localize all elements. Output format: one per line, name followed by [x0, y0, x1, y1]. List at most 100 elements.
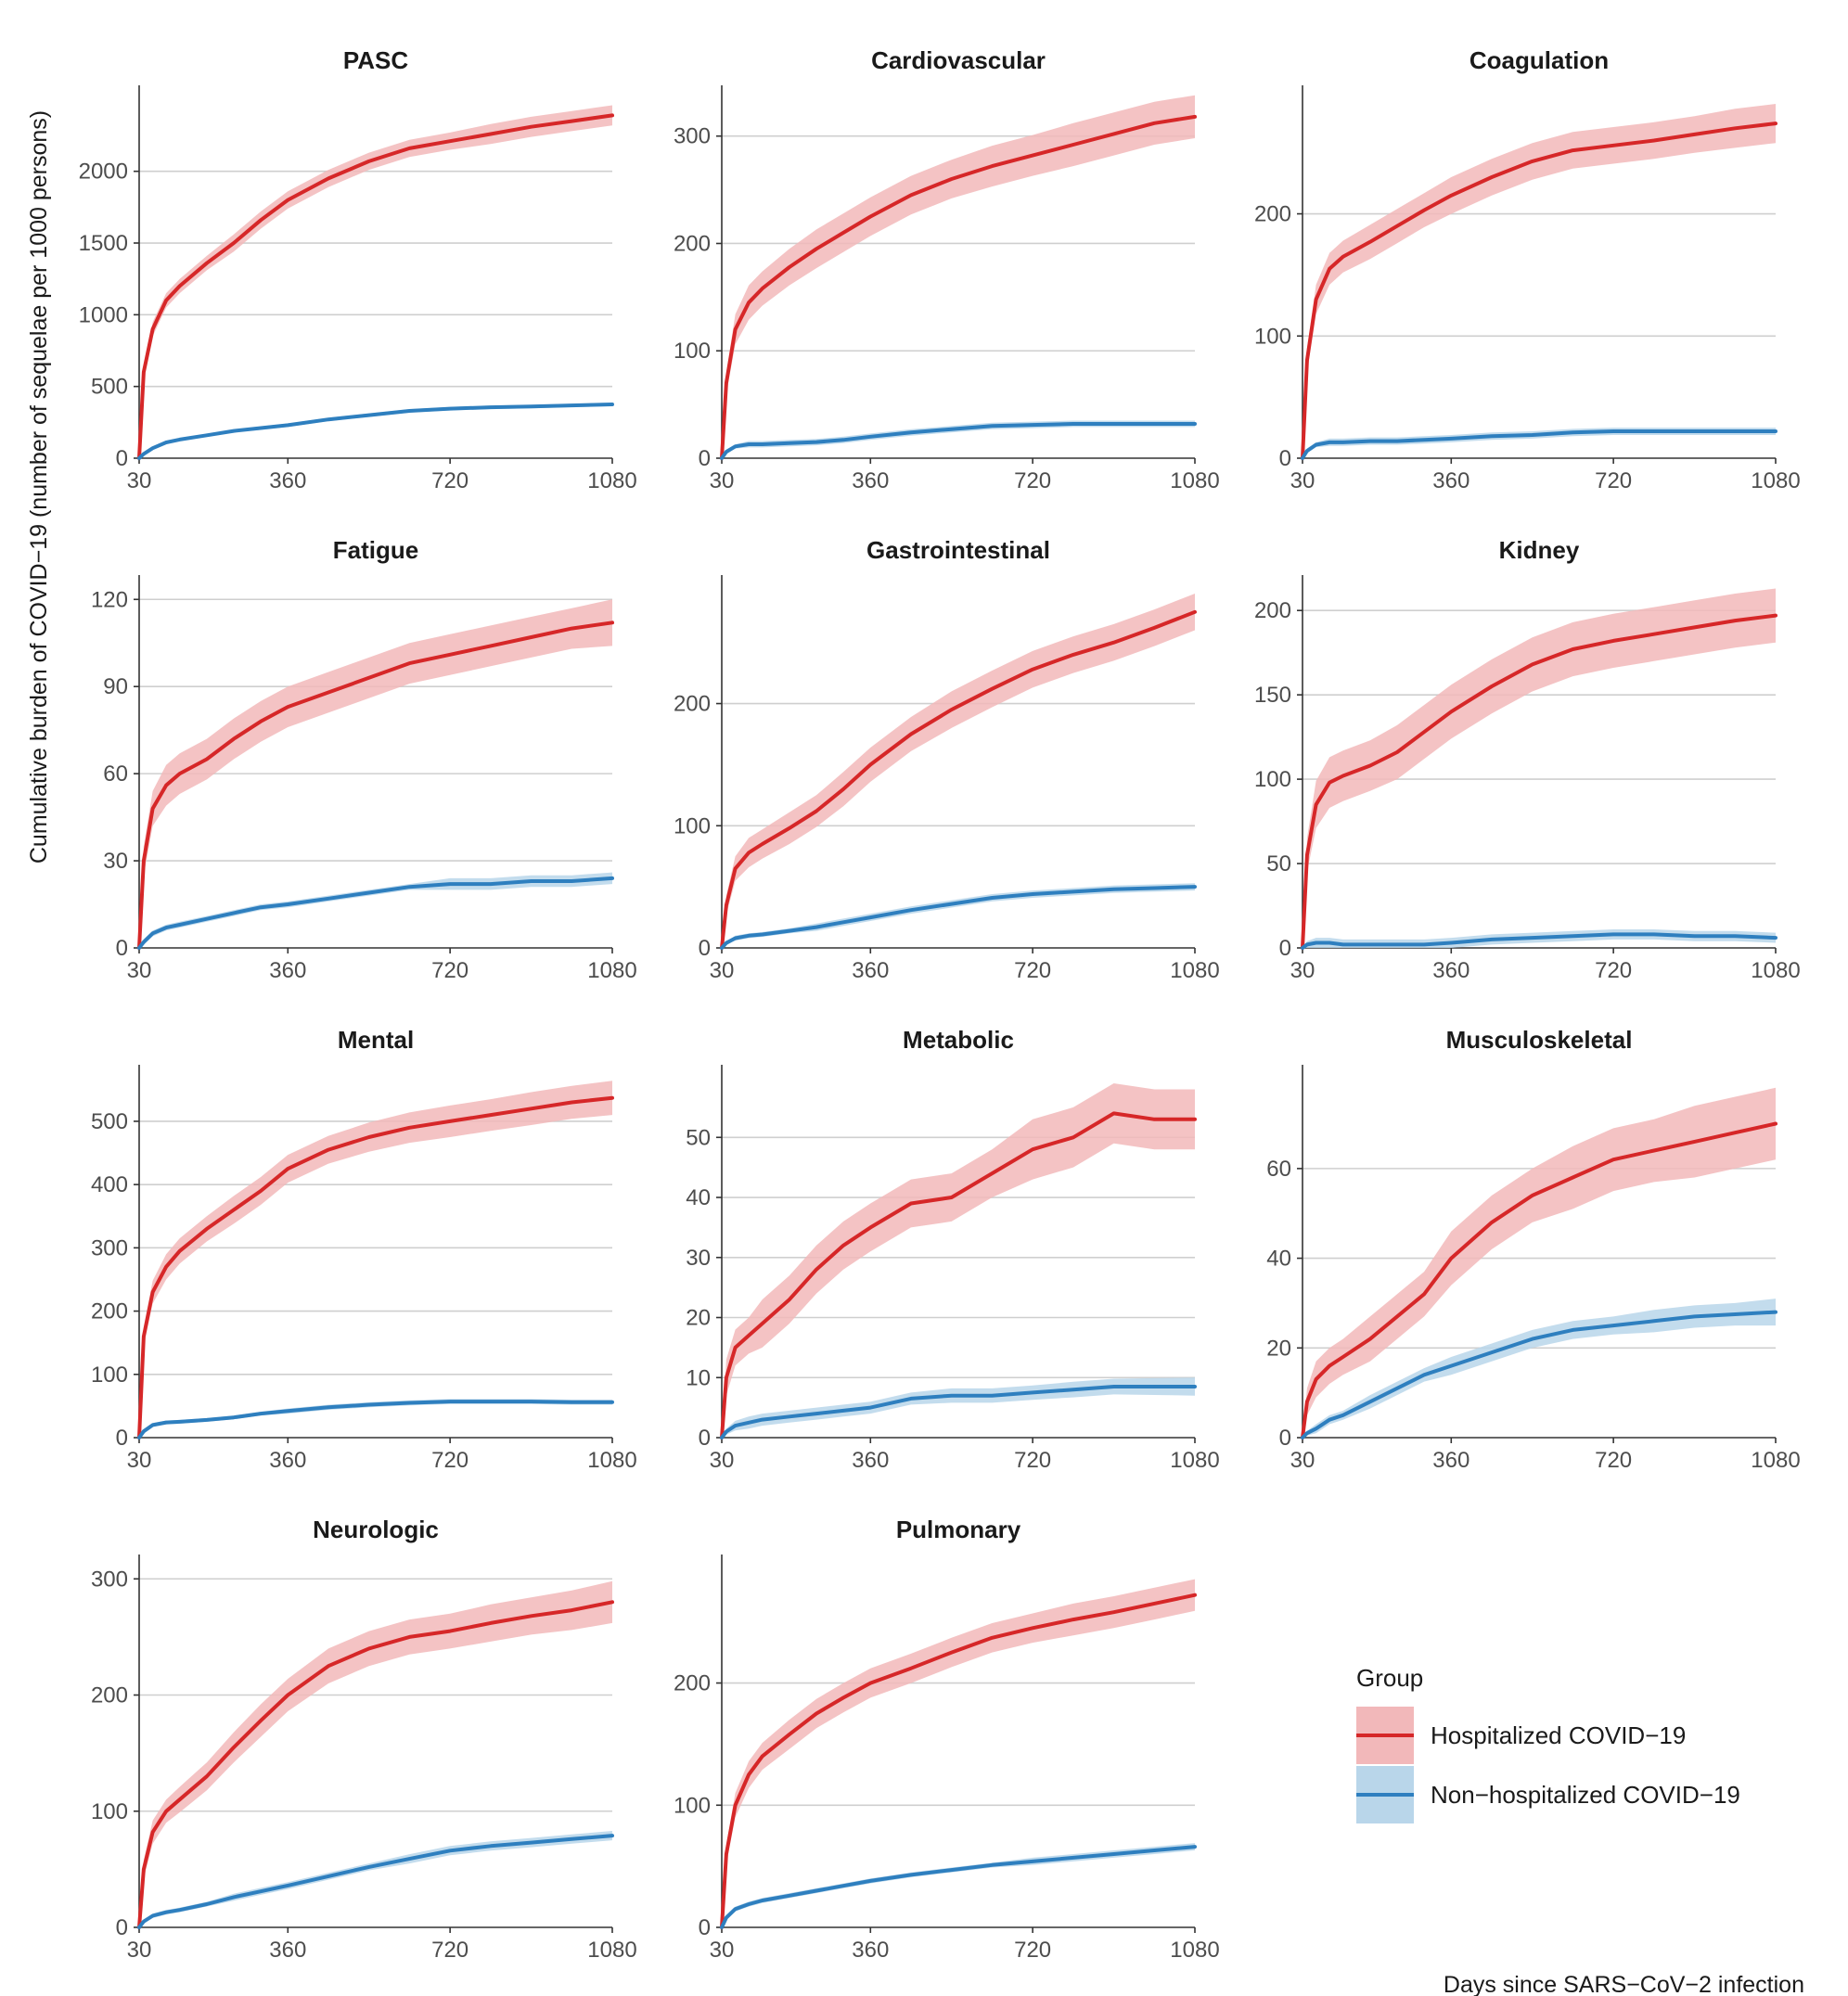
data-point-hospitalized-gastrointestinal-450 — [910, 733, 912, 736]
data-point-non-hospitalized-pasc-120 — [178, 439, 181, 441]
data-point-non-hospitalized-musculoskeletal-360 — [1450, 1364, 1453, 1367]
data-point-non-hospitalized-fatigue-630 — [408, 886, 411, 888]
data-point-non-hospitalized-cardiovascular-30 — [721, 457, 723, 459]
data-point-hospitalized-gastrointestinal-720 — [1032, 668, 1033, 671]
data-point-non-hospitalized-fatigue-40 — [143, 940, 145, 943]
data-point-non-hospitalized-gastrointestinal-900 — [1112, 889, 1115, 890]
data-point-hospitalized-musculoskeletal-720 — [1612, 1158, 1614, 1160]
x-tick-label-metabolic-360: 360 — [852, 1448, 889, 1473]
data-point-non-hospitalized-gastrointestinal-1080 — [1194, 886, 1196, 888]
data-point-hospitalized-pulmonary-720 — [1032, 1627, 1033, 1630]
data-point-non-hospitalized-neurologic-40 — [143, 1920, 145, 1923]
data-point-non-hospitalized-pulmonary-900 — [1112, 1853, 1115, 1855]
data-point-hospitalized-pasc-990 — [571, 120, 573, 122]
data-point-hospitalized-neurologic-810 — [490, 1622, 492, 1624]
data-point-hospitalized-coagulation-360 — [1450, 195, 1453, 197]
data-point-hospitalized-gastrointestinal-40 — [725, 904, 727, 906]
data-point-non-hospitalized-coagulation-360 — [1450, 438, 1453, 440]
x-tick-label-gastrointestinal-1080: 1080 — [1170, 958, 1219, 983]
data-point-hospitalized-mental-720 — [449, 1120, 451, 1122]
x-tick-label-musculoskeletal-30: 30 — [1290, 1448, 1315, 1473]
data-point-hospitalized-metabolic-360 — [869, 1226, 872, 1229]
y-tick-label-neurologic-100: 100 — [91, 1799, 128, 1824]
y-tick-label-gastrointestinal-0: 0 — [699, 936, 711, 961]
data-point-non-hospitalized-musculoskeletal-540 — [1531, 1337, 1534, 1340]
data-point-non-hospitalized-metabolic-120 — [761, 1418, 764, 1421]
data-point-hospitalized-kidney-240 — [1396, 751, 1398, 753]
data-point-non-hospitalized-kidney-300 — [1423, 943, 1425, 946]
data-point-non-hospitalized-pasc-630 — [408, 410, 411, 412]
data-point-non-hospitalized-kidney-120 — [1341, 943, 1344, 946]
data-point-non-hospitalized-gastrointestinal-810 — [1072, 890, 1074, 893]
data-point-non-hospitalized-gastrointestinal-240 — [815, 926, 817, 928]
data-point-hospitalized-cardiovascular-540 — [950, 178, 953, 180]
data-point-hospitalized-gastrointestinal-360 — [869, 763, 872, 766]
data-point-hospitalized-kidney-450 — [1491, 685, 1493, 687]
data-point-non-hospitalized-musculoskeletal-120 — [1341, 1414, 1344, 1416]
x-tick-label-pulmonary-30: 30 — [710, 1938, 735, 1963]
data-point-hospitalized-fatigue-630 — [408, 662, 411, 664]
y-tick-label-metabolic-20: 20 — [686, 1306, 711, 1331]
data-point-non-hospitalized-gastrointestinal-60 — [734, 937, 737, 940]
data-point-non-hospitalized-fatigue-60 — [151, 932, 154, 935]
data-point-hospitalized-musculoskeletal-300 — [1423, 1293, 1425, 1296]
data-point-non-hospitalized-musculoskeletal-60 — [1315, 1427, 1317, 1430]
data-point-non-hospitalized-fatigue-450 — [327, 898, 329, 900]
data-point-hospitalized-mental-450 — [327, 1148, 329, 1151]
data-point-non-hospitalized-pasc-40 — [143, 453, 145, 455]
y-tick-label-coagulation-100: 100 — [1254, 324, 1291, 349]
ci-band-hospitalized-neurologic — [139, 1580, 612, 1927]
data-point-non-hospitalized-musculoskeletal-720 — [1612, 1324, 1614, 1326]
data-point-non-hospitalized-coagulation-180 — [1369, 440, 1371, 442]
y-tick-label-coagulation-200: 200 — [1254, 202, 1291, 227]
data-point-non-hospitalized-metabolic-810 — [1072, 1388, 1074, 1390]
x-tick-label-cardiovascular-30: 30 — [710, 468, 735, 493]
data-point-hospitalized-fatigue-360 — [287, 706, 289, 708]
data-point-hospitalized-gastrointestinal-240 — [815, 810, 817, 812]
data-point-hospitalized-gastrointestinal-540 — [950, 709, 953, 710]
data-point-hospitalized-gastrointestinal-900 — [1112, 641, 1115, 644]
data-point-non-hospitalized-pasc-900 — [530, 405, 533, 408]
panel-neurologic: Neurologic 0 100 200 300 30 360 720 1080 — [91, 1516, 637, 1963]
data-point-non-hospitalized-mental-300 — [260, 1413, 262, 1414]
data-point-non-hospitalized-mental-60 — [151, 1424, 154, 1427]
ci-band-non-hospitalized-pasc — [139, 403, 612, 458]
data-point-non-hospitalized-cardiovascular-810 — [1072, 423, 1074, 425]
data-point-hospitalized-coagulation-810 — [1653, 139, 1655, 142]
data-point-non-hospitalized-musculoskeletal-630 — [1572, 1329, 1574, 1331]
series-line-non-hospitalized-pulmonary — [720, 1845, 1197, 1929]
data-point-non-hospitalized-neurologic-30 — [138, 1926, 140, 1928]
data-point-non-hospitalized-cardiovascular-720 — [1032, 424, 1033, 426]
y-tick-label-neurologic-0: 0 — [116, 1915, 128, 1940]
ci-band-hospitalized-mental — [139, 1081, 612, 1438]
panel-musculoskeletal: Musculoskeletal 0 20 40 60 30 360 720 1080 — [1266, 1026, 1800, 1473]
data-point-non-hospitalized-kidney-30 — [1302, 947, 1303, 949]
data-point-non-hospitalized-gastrointestinal-720 — [1032, 893, 1033, 895]
legend-label-non-hospitalized: Non−hospitalized COVID−19 — [1431, 1781, 1740, 1809]
data-point-hospitalized-musculoskeletal-180 — [1369, 1337, 1371, 1340]
data-point-hospitalized-metabolic-540 — [950, 1196, 953, 1198]
data-point-non-hospitalized-kidney-990 — [1734, 935, 1737, 938]
panel-metabolic: Metabolic 0 10 20 30 40 50 30 360 720 1080 — [686, 1026, 1219, 1473]
data-point-hospitalized-pasc-300 — [260, 219, 262, 222]
x-tick-label-mental-1080: 1080 — [587, 1448, 636, 1473]
data-point-non-hospitalized-neurologic-60 — [151, 1914, 154, 1917]
data-point-non-hospitalized-kidney-40 — [1306, 943, 1308, 946]
x-tick-label-fatigue-30: 30 — [127, 958, 152, 983]
y-tick-label-cardiovascular-100: 100 — [674, 339, 711, 364]
data-point-non-hospitalized-musculoskeletal-300 — [1423, 1374, 1425, 1376]
series-line-non-hospitalized-pasc — [137, 403, 614, 460]
series-line-non-hospitalized-fatigue — [137, 876, 614, 950]
data-point-non-hospitalized-pulmonary-300 — [842, 1885, 844, 1887]
data-point-non-hospitalized-neurologic-360 — [287, 1885, 289, 1887]
data-point-non-hospitalized-pulmonary-1080 — [1194, 1846, 1196, 1848]
data-point-non-hospitalized-neurologic-810 — [490, 1845, 492, 1848]
data-point-non-hospitalized-kidney-240 — [1396, 943, 1398, 946]
data-point-non-hospitalized-gastrointestinal-990 — [1153, 887, 1156, 889]
data-point-hospitalized-coagulation-450 — [1491, 176, 1493, 178]
x-tick-label-neurologic-1080: 1080 — [587, 1938, 636, 1963]
data-point-non-hospitalized-pulmonary-180 — [789, 1895, 790, 1897]
data-point-non-hospitalized-cardiovascular-360 — [869, 436, 872, 438]
data-point-hospitalized-fatigue-90 — [165, 784, 167, 787]
data-point-non-hospitalized-neurologic-990 — [571, 1838, 573, 1840]
